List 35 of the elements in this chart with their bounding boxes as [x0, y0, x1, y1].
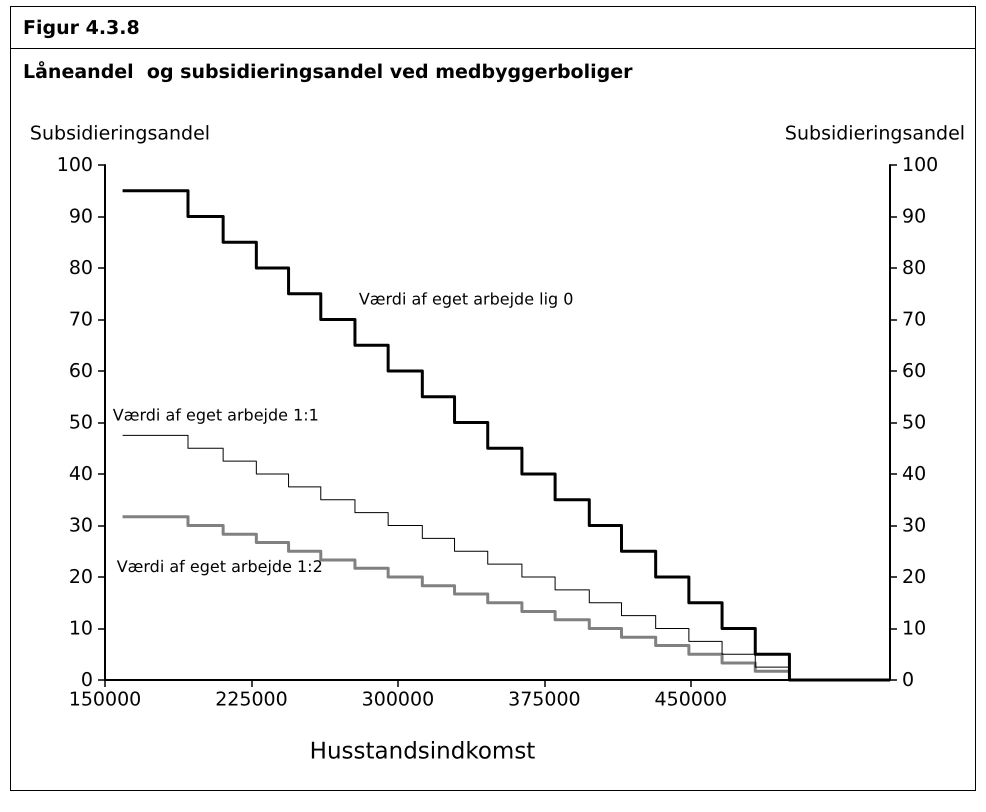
x-tick-label: 450000 [654, 688, 728, 710]
y2-tick-label: 0 [902, 669, 914, 691]
y-tick-label: 30 [68, 514, 93, 536]
y-tick-label: 80 [68, 257, 93, 279]
series-label: Værdi af eget arbejde 1:2 [116, 557, 323, 576]
y2-tick-label: 100 [902, 154, 938, 176]
chart-subtitle: Låneandel og subsidieringsandel ved medbyggerboliger [22, 60, 634, 85]
y2-tick-label: 80 [902, 257, 926, 279]
y-tick-label: 70 [68, 308, 93, 330]
y2-axis-title: Subsidieringsandel [784, 122, 966, 144]
chart-title: Figur 4.3.8 [11, 7, 975, 49]
x-tick-label: 375000 [508, 688, 581, 710]
y2-tick-label: 50 [902, 412, 926, 434]
y-tick-label: 10 [68, 618, 93, 640]
y-tick-label: 50 [68, 412, 93, 434]
y-tick-label: 60 [68, 360, 93, 382]
series-label: Værdi af eget arbejde 1:1 [112, 405, 319, 424]
series-label: Værdi af eget arbejde lig 0 [358, 289, 574, 308]
x-tick-label: 300000 [362, 688, 434, 710]
x-tick-label: 225000 [215, 688, 288, 710]
y-axis-title: Subsidieringsandel [30, 122, 210, 144]
y2-tick-label: 70 [902, 308, 926, 330]
y-tick-label: 0 [80, 669, 93, 691]
x-axis-title: Husstandsindkomst [310, 738, 536, 764]
x-tick-label: 150000 [68, 688, 142, 710]
y2-tick-label: 10 [902, 618, 926, 640]
y-tick-label: 20 [68, 566, 93, 588]
y-tick-label: 90 [68, 206, 93, 228]
y-tick-label: 100 [56, 154, 93, 176]
y2-tick-label: 40 [902, 463, 926, 485]
y2-tick-label: 60 [902, 360, 926, 382]
y2-tick-label: 30 [902, 514, 926, 536]
y-tick-label: 40 [68, 463, 93, 485]
y2-tick-label: 90 [902, 206, 926, 228]
y2-tick-label: 20 [902, 566, 926, 588]
